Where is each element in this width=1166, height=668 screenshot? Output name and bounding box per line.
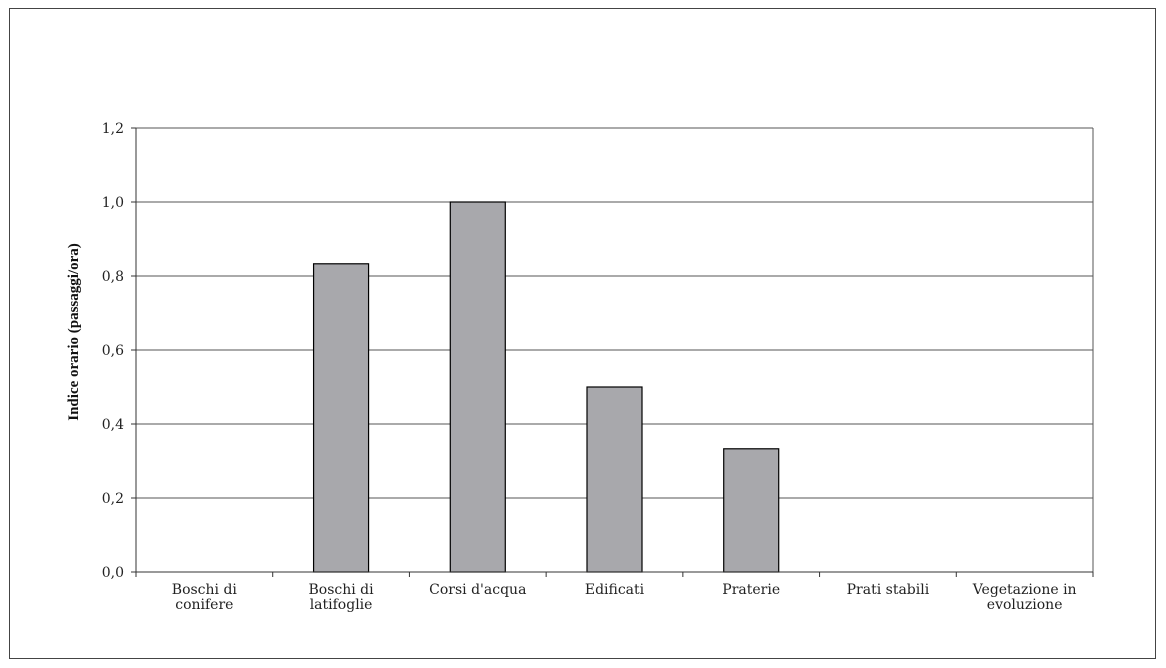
x-category-label: Vegetazione in evoluzione xyxy=(972,582,1077,613)
x-category-label: Boschi di conifere xyxy=(172,582,238,613)
chart-frame: 0,0 0,2 0,4 0,6 0,8 1,0 1,2 Boschi di conifere B… xyxy=(9,8,1156,659)
bar-chart: 0,0 0,2 0,4 0,6 0,8 1,0 1,2 Boschi di conifere B… xyxy=(66,121,1094,613)
y-tick-label: 0,2 xyxy=(102,491,124,507)
x-category-label: Edificati xyxy=(585,582,645,598)
y-tick-label: 0,0 xyxy=(102,565,124,581)
y-axis-label: Indice orario (passaggi/ora) xyxy=(66,243,82,421)
bar xyxy=(586,386,643,573)
y-tick-label: 0,4 xyxy=(102,417,124,433)
x-category-label: Praterie xyxy=(722,582,780,598)
x-category-label: Prati stabili xyxy=(847,582,930,598)
bar xyxy=(312,263,370,573)
x-category-label: Corsi d'acqua xyxy=(429,582,526,598)
y-tick-label: 0,8 xyxy=(102,269,124,285)
bar xyxy=(723,448,780,573)
y-tick-label: 1,0 xyxy=(102,195,124,211)
y-tick-label: 0,6 xyxy=(102,343,124,359)
x-category-label: Boschi di latifoglie xyxy=(309,582,375,613)
bar xyxy=(449,201,506,573)
y-tick-label: 1,2 xyxy=(102,121,124,137)
